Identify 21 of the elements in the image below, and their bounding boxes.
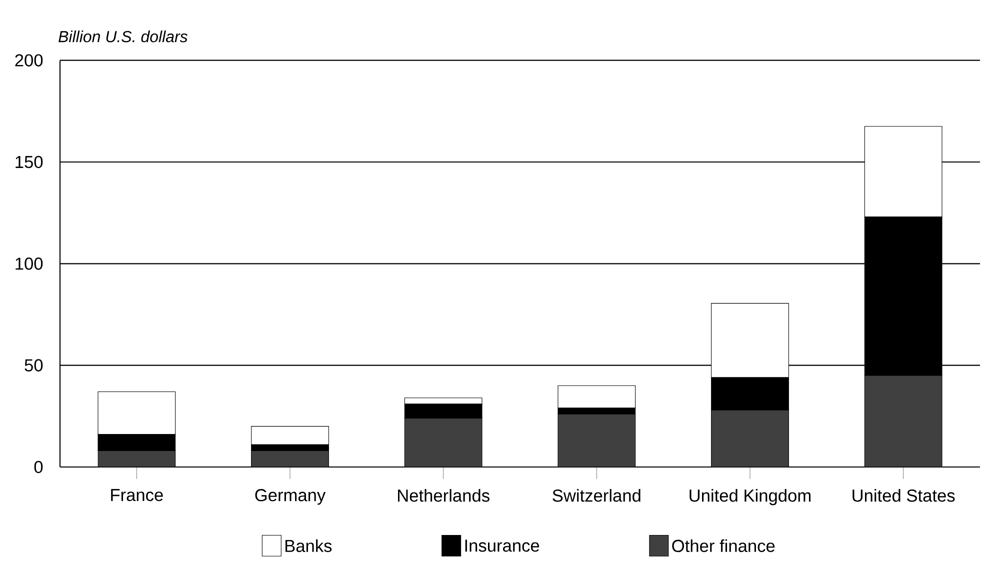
bar	[251, 450, 329, 467]
bar	[558, 414, 636, 467]
bar	[711, 410, 789, 467]
y-tick-label: 0	[34, 460, 43, 474]
x-tick-label: France	[111, 489, 163, 502]
x-tick-label: United Kingdom	[690, 489, 810, 506]
legend-label: Banks	[285, 539, 332, 552]
legend-label: Insurance	[465, 540, 540, 552]
bar	[98, 450, 176, 467]
x-tick-label: Germany	[255, 489, 326, 505]
y-tick-label: 50	[24, 359, 43, 372]
y-tick-label: 150	[16, 156, 43, 168]
x-tick-label: Netherlands	[398, 489, 490, 502]
y-axis-title: Billion U.S. dollars	[58, 30, 188, 42]
x-tick-label: United States	[852, 489, 955, 502]
y-tick-label: 100	[16, 258, 43, 270]
x-tick-label: Switzerland	[552, 489, 640, 502]
bar	[404, 418, 482, 467]
bar	[864, 375, 942, 467]
legend-label: Other finance	[672, 539, 775, 552]
y-tick-label: 200	[15, 54, 43, 66]
